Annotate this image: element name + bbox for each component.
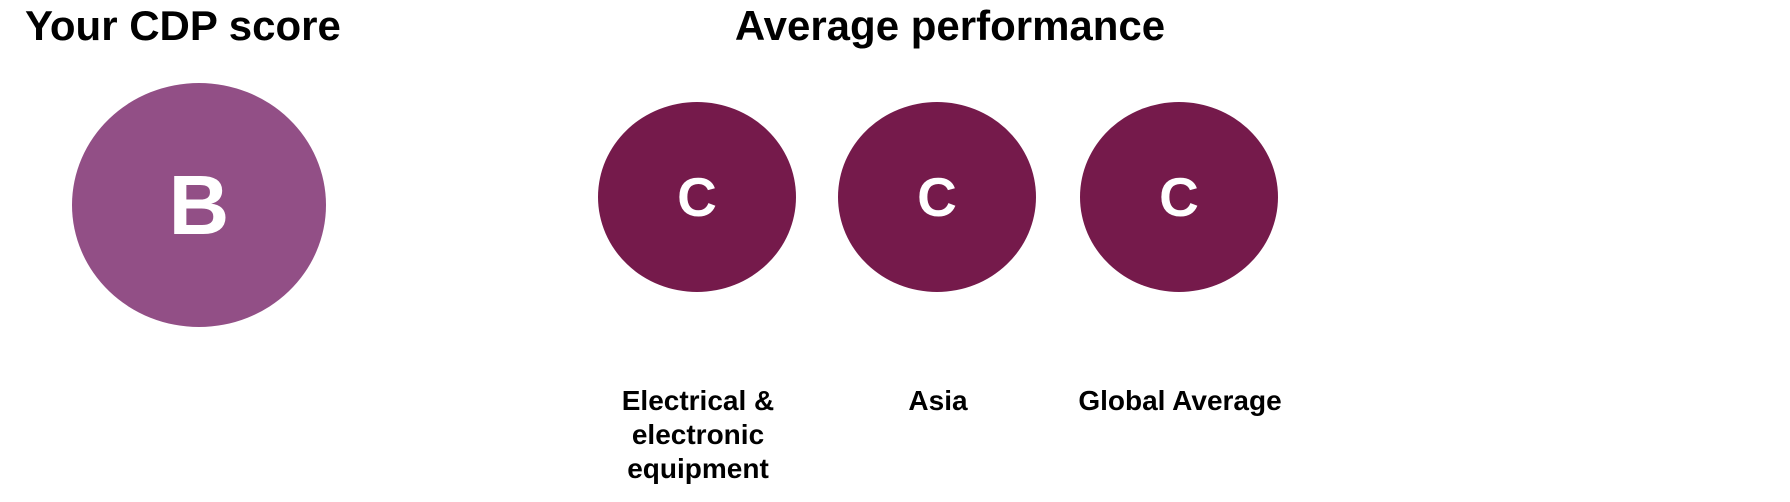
average-performance-title: Average performance bbox=[734, 2, 1166, 49]
perf-label-electrical-electronic-equipment: Electrical & electronic equipment bbox=[621, 385, 775, 484]
perf-circle-global-average: C bbox=[1080, 102, 1278, 292]
perf-grade-letter: C bbox=[1159, 165, 1199, 228]
perf-grade-letter: C bbox=[677, 165, 717, 228]
perf-label-asia: Asia bbox=[908, 385, 968, 416]
your-cdp-score-title: Your CDP score bbox=[25, 2, 341, 49]
perf-label-global-average: Global Average bbox=[1078, 385, 1282, 416]
perf-circle-asia: C bbox=[838, 102, 1036, 292]
your-score-circle: B bbox=[72, 83, 326, 327]
your-score-grade-letter: B bbox=[168, 158, 230, 252]
perf-grade-letter: C bbox=[917, 165, 957, 228]
perf-circle-electrical-electronic-equipment: C bbox=[598, 102, 796, 292]
